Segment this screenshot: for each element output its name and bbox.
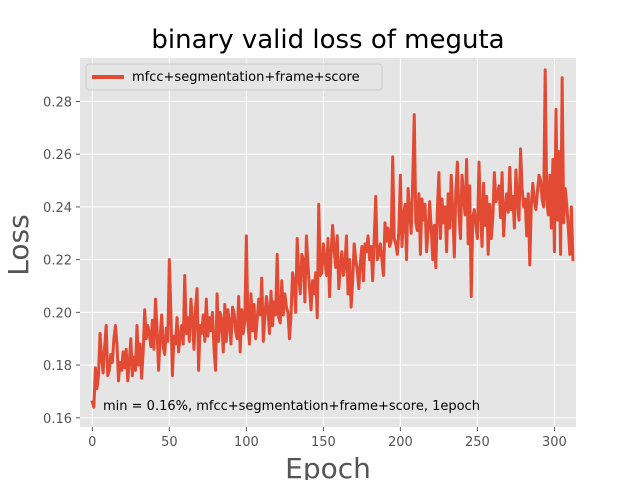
x-tick-label: 150: [311, 435, 336, 450]
legend: mfcc+segmentation+frame+score: [85, 63, 383, 91]
chart-title: binary valid loss of meguta: [151, 25, 504, 55]
legend-entry: mfcc+segmentation+frame+score: [132, 70, 360, 85]
series-line: [90, 68, 575, 409]
y-tick-label: 0.24: [43, 201, 72, 216]
x-tick-label: 200: [388, 435, 413, 450]
x-tick-label: 0: [88, 435, 96, 450]
x-tick-label: 250: [465, 435, 490, 450]
x-tick-label: 100: [234, 435, 259, 450]
y-tick-label: 0.22: [43, 254, 72, 269]
y-tick-label: 0.20: [43, 306, 72, 321]
x-axis-label: Epoch: [285, 452, 371, 480]
series-lines: [90, 68, 575, 409]
x-tick-label: 300: [542, 435, 567, 450]
legend-box: [85, 63, 383, 91]
y-tick-label: 0.28: [43, 95, 72, 110]
y-tick-label: 0.26: [43, 148, 72, 163]
axis-ticks: 0 50 100 150 200 250 300 0.16 0.18 0.20 0.22 0.24 0.…: [43, 95, 567, 450]
y-axis-label: Loss: [2, 214, 35, 275]
min-annotation: min = 0.16%, mfcc+segmentation+frame+sco…: [103, 399, 480, 414]
y-tick-label: 0.16: [43, 412, 72, 427]
y-tick-label: 0.18: [43, 359, 72, 374]
x-tick-label: 50: [161, 435, 178, 450]
